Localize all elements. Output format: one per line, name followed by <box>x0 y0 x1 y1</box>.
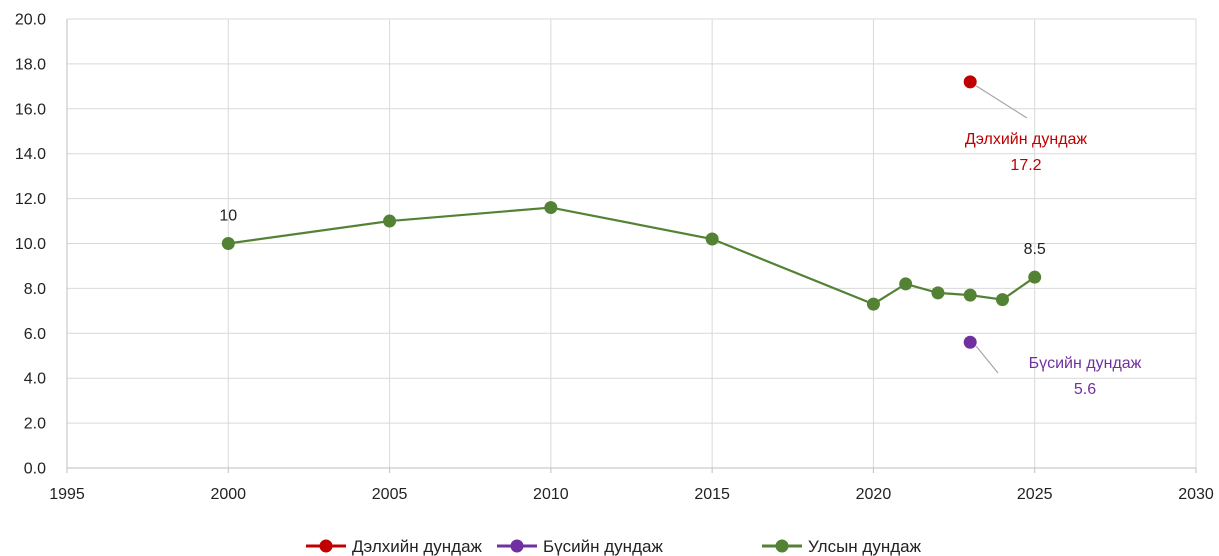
y-tick-label: 18.0 <box>15 56 46 73</box>
legend-marker-swatch <box>319 539 333 553</box>
y-tick-label: 2.0 <box>24 416 46 433</box>
callout-leader-line <box>975 345 999 374</box>
callout-leader-line <box>975 85 1028 119</box>
x-tick-label: 2010 <box>533 486 569 503</box>
legend-label: Дэлхийн дундаж <box>352 537 483 556</box>
x-tick-label: 2015 <box>694 486 730 503</box>
legend-item-0: Дэлхийн дундаж <box>306 537 483 556</box>
legend-item-2: Улсын дундаж <box>762 537 922 556</box>
data-point-2-6 <box>931 286 945 300</box>
x-tick-label: 2000 <box>210 486 246 503</box>
data-point-2-8 <box>995 293 1009 307</box>
x-tick-label: 2005 <box>372 486 408 503</box>
x-tick-label: 1995 <box>49 486 85 503</box>
y-tick-label: 8.0 <box>24 281 46 298</box>
legend-label: Бүсийн дундаж <box>543 537 663 556</box>
y-tick-label: 6.0 <box>24 326 46 343</box>
y-tick-label: 16.0 <box>15 101 46 118</box>
data-point-2-1 <box>383 214 397 228</box>
y-tick-label: 14.0 <box>15 146 46 163</box>
data-label: 8.5 <box>1024 241 1046 258</box>
y-tick-label: 20.0 <box>15 12 46 29</box>
data-point-2-7 <box>963 288 977 302</box>
y-tick-label: 10.0 <box>15 236 46 253</box>
data-point-1-0 <box>963 335 977 349</box>
data-point-2-5 <box>899 277 913 291</box>
y-tick-label: 12.0 <box>15 191 46 208</box>
series-layer <box>221 75 1042 349</box>
legend-marker-swatch <box>775 539 789 553</box>
x-axis-ticks: 1995 2000 2005 2010 2015 2020 2025 2030 <box>49 486 1214 503</box>
y-tick-label: 0.0 <box>24 461 46 478</box>
callout-label-value: 5.6 <box>1074 381 1096 398</box>
data-label: 10 <box>219 208 237 225</box>
x-tick-label: 2025 <box>1017 486 1053 503</box>
legend: Дэлхийн дундаж Бүсийн дундаж Улсын дундаж <box>306 537 922 556</box>
y-axis-ticks: 0.0 2.0 4.0 6.0 8.0 10.0 12.0 14.0 16.0 18.0 20.0 <box>15 12 46 478</box>
legend-marker-swatch <box>510 539 524 553</box>
data-point-2-4 <box>866 297 880 311</box>
axes <box>66 19 1197 473</box>
data-point-0-0 <box>963 75 977 89</box>
callout-label-name: Дэлхийн дундаж <box>965 131 1088 148</box>
y-tick-label: 4.0 <box>24 371 46 388</box>
data-point-2-9 <box>1028 270 1042 284</box>
callout-label-name: Бүсийн дундаж <box>1029 355 1142 372</box>
data-point-2-3 <box>705 232 719 246</box>
x-tick-label: 2020 <box>856 486 892 503</box>
data-labels: Дэлхийн дундаж 17.2 Бүсийн дундаж 5.6 10 8.5 <box>219 85 1142 398</box>
series-line-2 <box>228 206 1036 306</box>
legend-item-1: Бүсийн дундаж <box>497 537 663 556</box>
callout-label-value: 17.2 <box>1010 157 1041 174</box>
data-point-2-0 <box>221 237 235 250</box>
data-point-2-2 <box>544 201 558 215</box>
legend-label: Улсын дундаж <box>808 537 922 556</box>
x-tick-label: 2030 <box>1178 486 1214 503</box>
